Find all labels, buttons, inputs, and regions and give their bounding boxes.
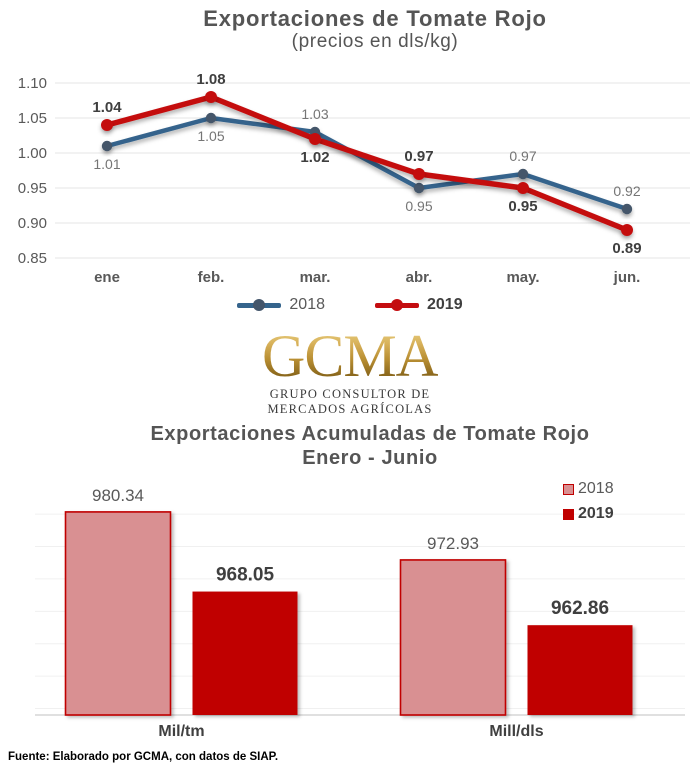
legend-item-2019: 2019	[375, 296, 463, 314]
data-label-2018: 0.97	[509, 148, 536, 164]
line-chart-title: Exportaciones de Tomate Rojo	[203, 6, 547, 31]
legend-label-2018: 2018	[578, 480, 614, 497]
data-label-2019: 0.95	[508, 198, 537, 215]
legend-label-2018: 2018	[289, 296, 325, 313]
data-point-2018	[205, 112, 217, 124]
bar-2018-Mil/tm	[64, 511, 172, 716]
x-axis-month-label: ene	[94, 269, 120, 286]
bar-2019-Mil/tm	[192, 591, 298, 715]
legend-item-2019: 2019	[563, 505, 614, 523]
legend-label-2019: 2019	[427, 296, 463, 313]
x-axis-month-label: jun.	[613, 269, 641, 286]
line-chart-plot: 1.10 1.05 1.00 0.95 0.90 0.85 ene feb. mar. abr. m…	[18, 71, 690, 286]
bar-2018-Mill/dls	[399, 559, 507, 716]
series-line-2019	[104, 94, 630, 233]
gcma-logo: GCMA GRUPO CONSULTOR DE MERCADOS AGRÍCOL…	[0, 326, 700, 415]
line-chart-subtitle: (precios en dls/kg)	[291, 31, 459, 52]
x-axis-month-label: abr.	[406, 269, 433, 286]
data-point-2019	[517, 182, 529, 194]
series-line-2018	[104, 115, 630, 212]
y-axis-tick-label: 0.90	[18, 215, 47, 232]
data-point-2019	[621, 224, 633, 236]
gcma-logo-subtext-line1: GRUPO CONSULTOR DE	[269, 387, 431, 401]
data-point-2018	[413, 182, 425, 194]
data-point-2018	[101, 140, 113, 152]
data-label-2018: 1.05	[197, 128, 224, 144]
data-label-2019: 1.02	[300, 149, 329, 166]
data-label-2019: 1.08	[196, 71, 225, 88]
data-label-2018: 1.03	[301, 106, 328, 122]
gcma-logo-wordmark: GCMA	[261, 323, 439, 389]
data-point-2019	[309, 133, 321, 145]
price-line-chart: Exportaciones de Tomate Rojo (precios en…	[0, 0, 700, 330]
x-axis-month-label: mar.	[300, 269, 331, 286]
bar-value-label-2018: 972.93	[427, 534, 479, 553]
line-chart-legend: 2018 2019	[0, 296, 700, 314]
bar-category-label: Mill/dls	[489, 723, 543, 740]
data-label-2019: 0.97	[404, 148, 433, 165]
bar-category-label: Mil/tm	[158, 723, 204, 740]
bar-2019-Mill/dls	[527, 625, 633, 715]
y-axis-tick-label: 1.05	[18, 110, 47, 127]
legend-item-2018: 2018	[237, 296, 325, 314]
bar-value-label-2018: 980.34	[92, 486, 144, 505]
bar-chart-title: Exportaciones Acumuladas de Tomate Rojo	[150, 423, 590, 445]
data-label-2018: 0.95	[405, 198, 432, 214]
accumulated-bar-chart: Exportaciones Acumuladas de Tomate Rojo …	[0, 418, 700, 750]
y-axis-tick-label: 0.95	[18, 180, 47, 197]
data-point-2019	[413, 168, 425, 180]
bar-chart-legend: 2018 2019	[563, 480, 614, 523]
data-point-2019	[205, 91, 217, 103]
data-label-2018: 0.92	[613, 183, 640, 199]
bar-value-label-2019: 962.86	[551, 598, 609, 619]
data-point-2018	[621, 203, 633, 215]
bar-value-label-2019: 968.05	[216, 565, 275, 586]
y-axis-tick-label: 0.85	[18, 250, 47, 267]
data-label-2018: 1.01	[93, 156, 120, 172]
source-note: Fuente: Elaborado por GCMA, con datos de…	[8, 751, 279, 763]
legend-label-2019: 2019	[578, 505, 614, 522]
square-marker-2019-icon	[563, 508, 574, 520]
y-axis-tick-label: 1.10	[18, 75, 47, 92]
legend-item-2018: 2018	[563, 480, 614, 498]
square-marker-2018-icon	[563, 483, 574, 495]
data-point-2019	[101, 119, 113, 131]
x-axis-month-label: may.	[506, 269, 539, 286]
data-label-2019: 1.04	[92, 99, 122, 116]
line-marker-2019-icon	[375, 299, 419, 311]
bar-chart-plot: 980.34 968.05 Mil/tm 972.93 962.86 Mill/dls	[35, 486, 685, 740]
gcma-logo-subtext-line2: MERCADOS AGRÍCOLAS	[267, 401, 433, 416]
x-axis-month-label: feb.	[198, 269, 225, 286]
bar-chart-subtitle: Enero - Junio	[302, 447, 438, 469]
y-axis-tick-label: 1.00	[18, 145, 47, 162]
data-label-2019: 0.89	[612, 240, 641, 257]
line-marker-2018-icon	[237, 299, 282, 311]
data-point-2018	[517, 168, 529, 180]
